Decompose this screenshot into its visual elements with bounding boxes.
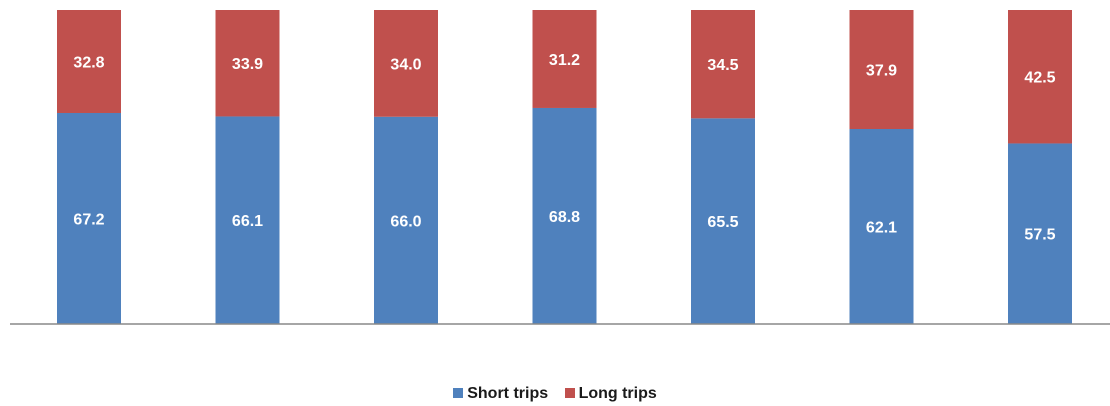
data-label-short-trips-3: 66.0 (390, 213, 421, 230)
legend-item-long-trips: Long trips (564, 385, 657, 403)
data-label-long-trips-1: 32.8 (73, 54, 104, 71)
bar-short-trips-4 (532, 107, 597, 324)
bar-long-trips-1 (57, 10, 121, 113)
bar-long-trips-4 (532, 10, 597, 108)
data-label-long-trips-2: 33.9 (232, 56, 263, 73)
data-label-long-trips-3: 34.0 (390, 56, 421, 73)
bar-long-trips-6 (849, 10, 914, 130)
data-label-long-trips-4: 31.2 (549, 52, 580, 69)
short-trips-swatch (453, 388, 464, 398)
data-label-short-trips-4: 68.8 (549, 209, 580, 226)
bar-long-trips-3 (374, 10, 438, 117)
legend-label-short-trips: Short trips (467, 385, 549, 402)
data-label-short-trips-6: 62.1 (866, 220, 897, 237)
bar-long-trips-5 (691, 10, 755, 119)
bar-short-trips-6 (849, 129, 914, 324)
long-trips-swatch (564, 388, 575, 398)
data-label-long-trips-6: 37.9 (866, 63, 897, 80)
data-label-long-trips-5: 34.5 (707, 57, 738, 74)
data-label-long-trips-7: 42.5 (1024, 70, 1055, 87)
bar-short-trips-1 (57, 112, 121, 324)
bar-short-trips-7 (1008, 143, 1072, 324)
legend-item-short-trips: Short trips (453, 385, 548, 403)
legend: Short trips Long trips (0, 385, 1110, 403)
bar-long-trips-2 (215, 10, 280, 117)
data-label-short-trips-7: 57.5 (1024, 227, 1055, 244)
data-label-short-trips-5: 65.5 (707, 214, 738, 231)
data-labels-layer: 67.2 32.8 66.1 33.9 66.0 34.0 68.8 31.2 65.5 34.5… (73, 52, 1055, 244)
legend-label-long-trips: Long trips (578, 385, 657, 402)
bar-short-trips-3 (374, 116, 438, 324)
bar-short-trips-5 (691, 118, 755, 324)
bars-layer (57, 10, 1072, 324)
bar-short-trips-2 (215, 116, 280, 324)
data-label-short-trips-2: 66.1 (232, 213, 263, 230)
data-label-short-trips-1: 67.2 (73, 211, 104, 228)
bar-long-trips-7 (1008, 10, 1072, 144)
